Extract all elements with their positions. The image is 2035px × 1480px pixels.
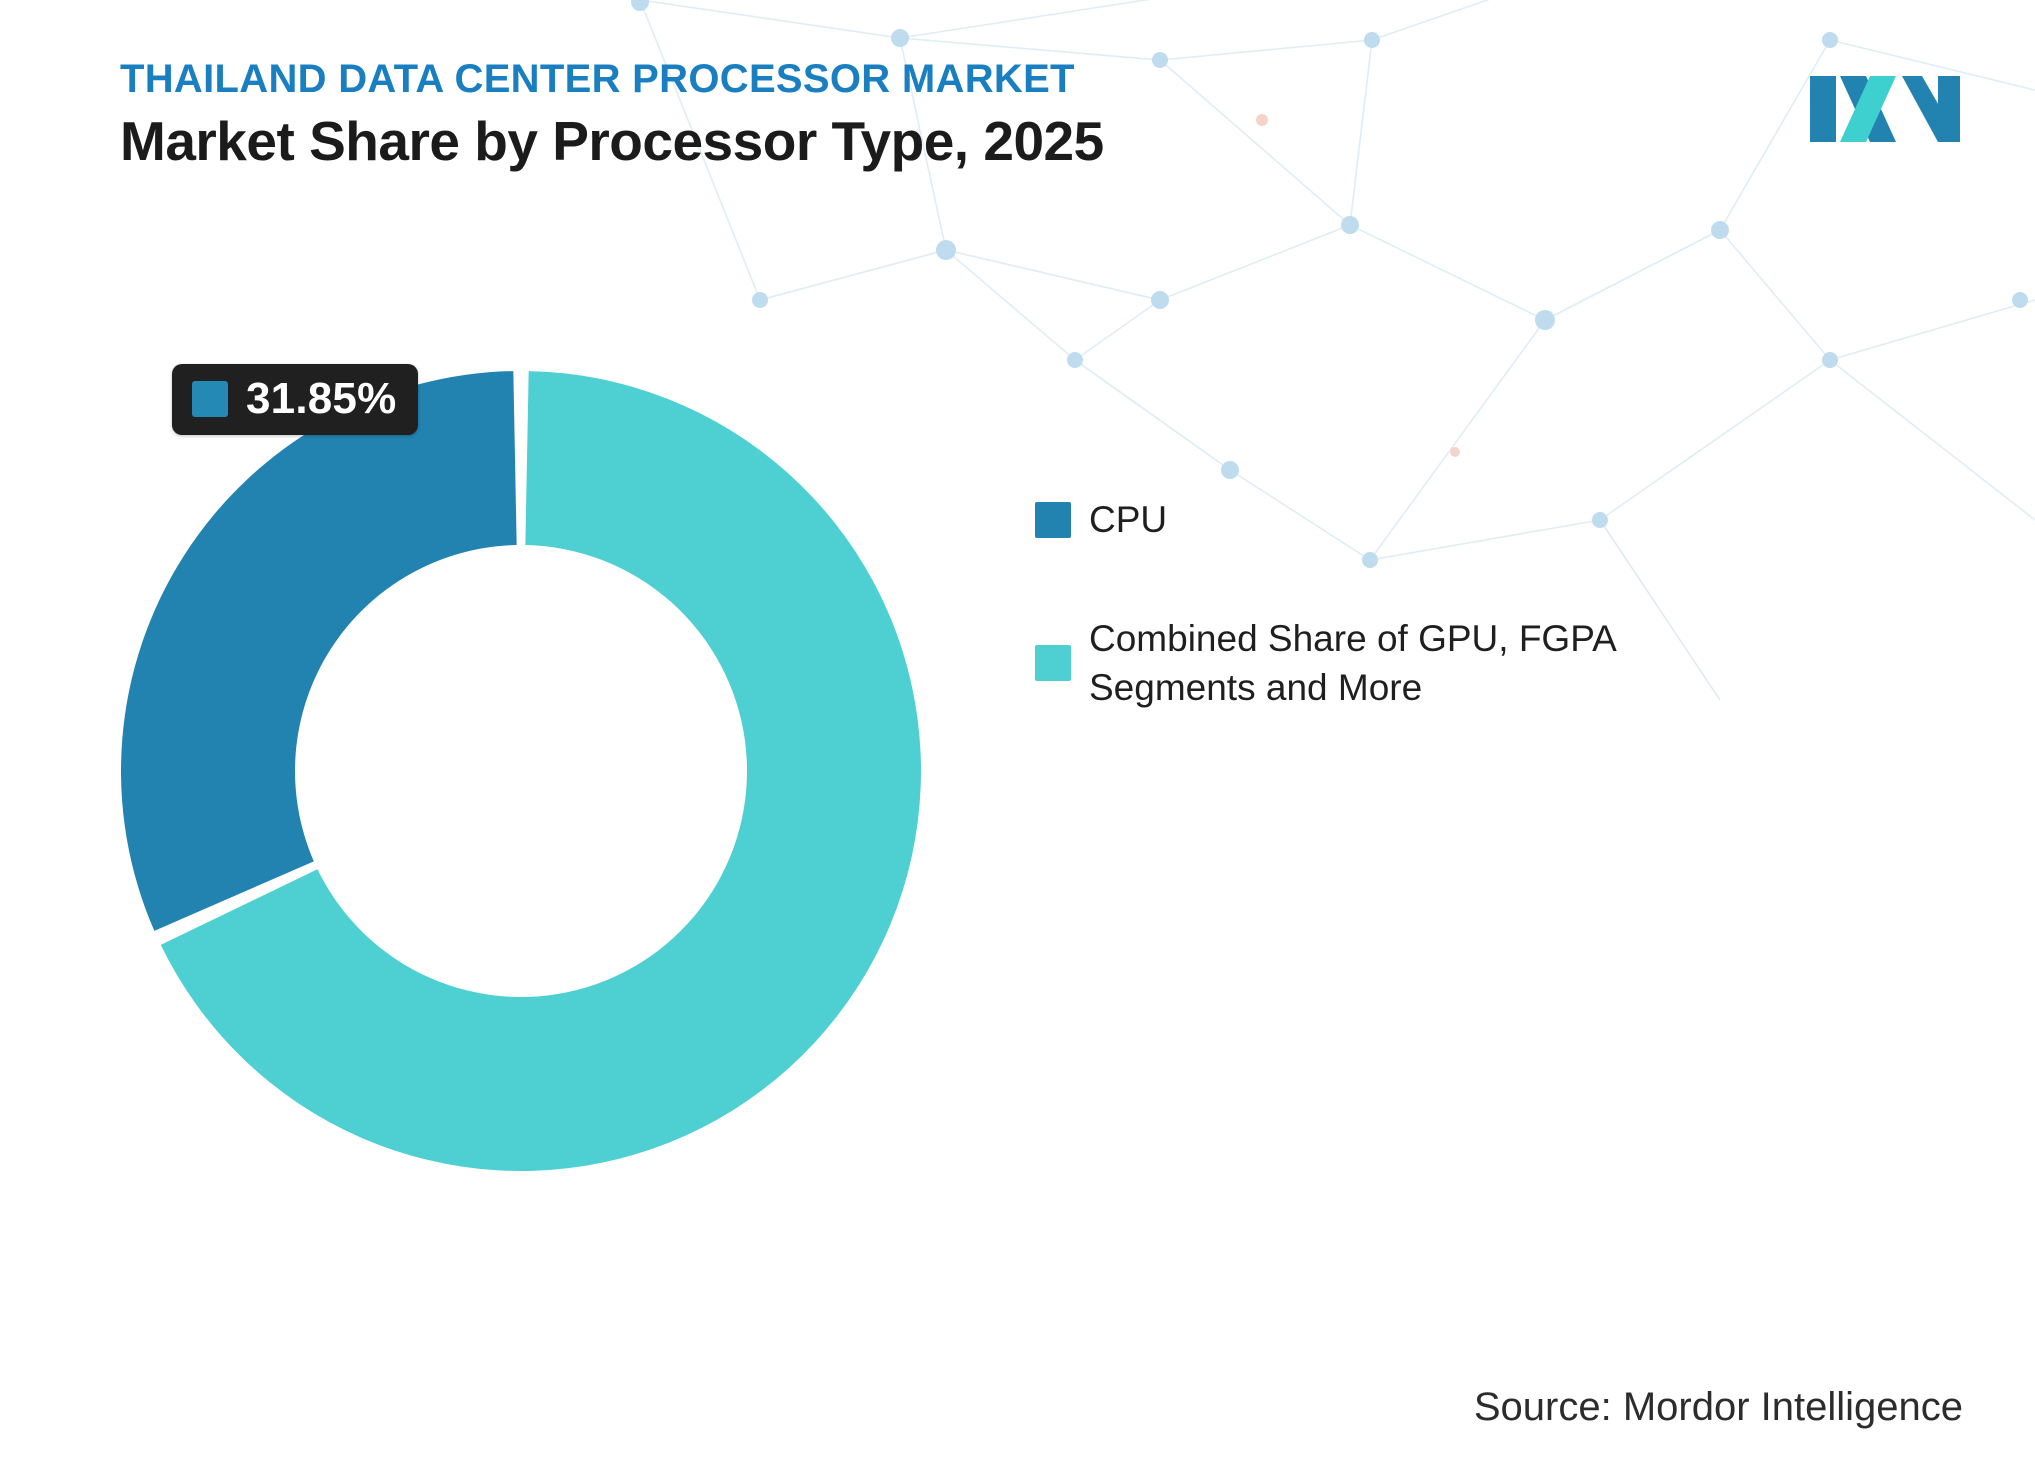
legend-label-cpu: CPU bbox=[1089, 499, 1168, 540]
legend-item-cpu[interactable]: CPU bbox=[1035, 495, 1735, 544]
chart-eyebrow-title: THAILAND DATA CENTER PROCESSOR MARKET bbox=[120, 57, 1075, 101]
data-label-tooltip: 31.85% bbox=[172, 364, 419, 435]
source-attribution: Source: Mordor Intelligence bbox=[1473, 1385, 1963, 1429]
legend-item-combined[interactable]: Combined Share of GPU, FGPA Segments and… bbox=[1035, 614, 1735, 712]
legend-swatch-combined bbox=[1035, 645, 1071, 682]
chart-area: 31.85% bbox=[112, 362, 930, 1180]
legend-swatch-cpu bbox=[1035, 501, 1071, 538]
donut-slice-combined[interactable] bbox=[160, 371, 921, 1171]
tooltip-color-swatch bbox=[192, 381, 228, 417]
header-block: THAILAND DATA CENTER PROCESSOR MARKET Ma… bbox=[120, 57, 1104, 174]
page-title: Market Share by Processor Type, 2025 bbox=[120, 110, 1104, 173]
tooltip-value: 31.85% bbox=[246, 374, 397, 423]
donut-chart[interactable] bbox=[112, 362, 930, 1180]
legend-label-combined: Combined Share of GPU, FGPA Segments and… bbox=[1089, 618, 1615, 709]
donut-slice-cpu[interactable] bbox=[120, 371, 517, 931]
mordor-intelligence-logo bbox=[1810, 76, 1960, 142]
chart-legend: CPU Combined Share of GPU, FGPA Segments… bbox=[1035, 495, 1735, 783]
